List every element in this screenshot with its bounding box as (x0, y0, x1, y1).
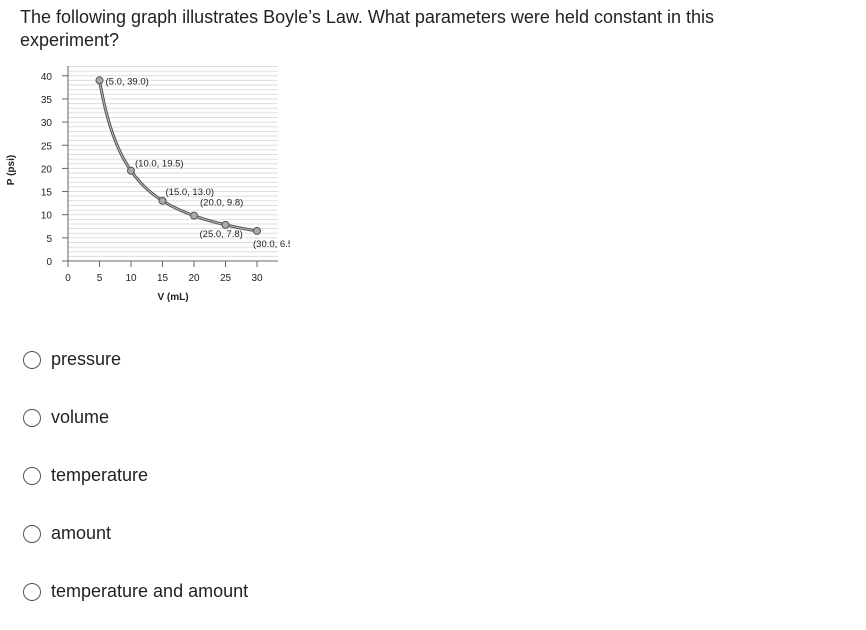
option-label: volume (51, 407, 110, 427)
data-label: (10.0, 19.5) (135, 159, 184, 170)
option-0[interactable]: pressure (23, 349, 121, 370)
option-4[interactable]: temperature and amount (23, 581, 248, 602)
x-tick-label: 15 (157, 273, 169, 284)
data-point (95, 76, 104, 85)
option-3[interactable]: amount (23, 523, 111, 544)
y-tick-label: 15 (41, 188, 53, 199)
data-point (221, 220, 230, 229)
data-label: (25.0, 7.8) (200, 229, 243, 240)
data-label: (30.0, 6.5) (253, 239, 290, 250)
radio-button[interactable] (23, 408, 41, 427)
option-label: pressure (51, 349, 122, 369)
x-tick-label: 30 (251, 273, 263, 284)
option-label: amount (51, 523, 112, 543)
boyles-law-chart: 0 5 10 15 20 25 30 35 40 0 5 10 15 20 25 30 V (mL) P (psi… (6, 66, 290, 303)
y-tick-label: 20 (41, 164, 53, 175)
radio-button[interactable] (23, 582, 41, 601)
data-point (190, 211, 198, 220)
radio-button[interactable] (23, 524, 41, 543)
option-2[interactable]: temperature (23, 465, 148, 486)
y-tick-label: 10 (41, 211, 53, 222)
x-tick-label: 5 (97, 273, 103, 284)
data-point (158, 196, 167, 205)
option-label: temperature and amount (51, 581, 249, 601)
data-point (253, 226, 261, 235)
x-tick-label: 20 (188, 273, 200, 284)
x-tick-label: 0 (65, 273, 71, 284)
question-text: The following graph illustrates Boyle’s … (20, 7, 715, 50)
y-tick-label: 0 (46, 257, 52, 268)
data-label: (5.0, 39.0) (106, 76, 149, 87)
y-tick-label: 35 (41, 95, 53, 106)
option-label: temperature (51, 465, 149, 485)
radio-button[interactable] (23, 350, 41, 369)
y-tick-label: 5 (46, 234, 52, 245)
y-axis-label: P (psi) (6, 155, 17, 185)
data-curve-highlight (99, 80, 258, 232)
y-tick-label: 25 (41, 141, 53, 152)
y-tick-label: 30 (41, 118, 53, 129)
option-1[interactable]: volume (23, 407, 109, 428)
y-tick-label: 40 (41, 72, 53, 83)
x-axis-label: V (mL) (157, 292, 188, 303)
radio-button[interactable] (23, 466, 41, 485)
data-point (127, 166, 135, 175)
data-label: (20.0, 9.8) (200, 198, 243, 209)
x-tick-label: 25 (220, 273, 232, 284)
data-label: (15.0, 13.0) (166, 187, 215, 198)
x-tick-label: 10 (125, 273, 137, 284)
